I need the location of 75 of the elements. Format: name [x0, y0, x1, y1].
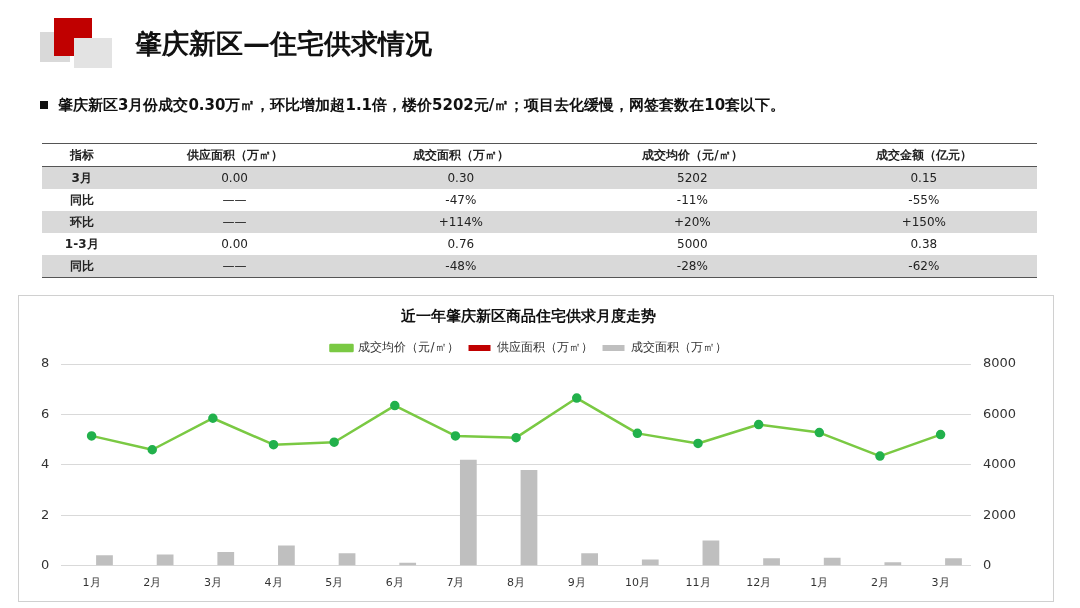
bar [156, 554, 174, 566]
text: —— [222, 259, 247, 273]
x-tick-label: 2月 [870, 576, 889, 590]
x-tick-label: 1月 [810, 576, 829, 590]
x-tick-label: 2月 [143, 576, 162, 590]
text: 5000 [677, 237, 708, 251]
x-tick-label: 7月 [446, 576, 465, 590]
text: 同比 [69, 192, 94, 207]
bar [823, 557, 841, 566]
text: 3月 [71, 170, 92, 185]
x-tick-label: 9月 [567, 576, 586, 590]
text: +114% [438, 215, 484, 229]
text: 同比 [69, 258, 94, 273]
text: -11% [676, 193, 708, 207]
category-label: 供应面积（万㎡） [121, 143, 348, 167]
text: 1-3月 [64, 236, 99, 251]
text: —— [222, 215, 247, 229]
category-label: 成交均价（元/㎡） [574, 143, 811, 167]
legend-label: 成交均价（元/㎡） [358, 340, 459, 355]
bar [96, 555, 113, 566]
text: -62% [908, 259, 940, 273]
text: -47% [445, 193, 477, 207]
x-tick-label: 6月 [385, 576, 404, 590]
text: -28% [676, 259, 708, 273]
chart-title: 近一年肇庆新区商品住宅供求月度走势 [400, 306, 656, 325]
y-tick-label: 4 [40, 456, 50, 472]
text: 5202 [677, 171, 708, 185]
text: -55% [908, 193, 940, 207]
x-tick-label: 3月 [203, 576, 222, 590]
text: 0.00 [221, 237, 248, 251]
bar [278, 545, 295, 566]
x-tick-label: 8月 [507, 576, 526, 590]
category-label: 成交金额（亿元） [810, 143, 1037, 167]
text: 肇庆新区3月份成交0.30万㎡，环比增加超1.1倍，楼价5202元/㎡；项目去化缓慢，网签套数在10套以下。 [58, 96, 786, 115]
bar [217, 551, 235, 566]
y2-tick-label: 8000 [982, 355, 1017, 371]
y-tick-label: 6 [40, 405, 50, 421]
y2-tick-label: 4000 [982, 456, 1017, 472]
x-tick-label: 5月 [325, 576, 344, 590]
bar [520, 469, 538, 566]
text: 环比 [69, 214, 94, 229]
text: 0.15 [910, 171, 938, 185]
legend-label: 成交面积（万㎡） [630, 340, 727, 355]
bar [763, 558, 780, 566]
y2-tick-label: 2000 [982, 506, 1017, 522]
bar [945, 558, 962, 566]
y-tick-label: 2 [40, 506, 50, 522]
y-tick-label: 0 [40, 557, 50, 573]
text: 肇庆新区—住宅供求情况 [135, 27, 432, 61]
text: —— [222, 193, 247, 207]
bar [459, 459, 477, 566]
text: 0.30 [447, 171, 475, 185]
bar [884, 562, 902, 566]
text: 0.76 [447, 237, 475, 251]
x-tick-label: 11月 [685, 576, 711, 590]
bar [581, 553, 598, 566]
bar [702, 540, 720, 566]
x-tick-label: 10月 [624, 576, 650, 590]
y2-tick-label: 6000 [982, 405, 1017, 421]
x-tick-label: 3月 [931, 576, 950, 590]
text: 0.38 [910, 237, 938, 251]
bar [641, 559, 659, 566]
y2-tick-label: 0 [982, 557, 992, 573]
category-label: 指标 [42, 143, 122, 167]
text: 0.00 [221, 171, 248, 185]
text: -48% [445, 259, 477, 273]
x-tick-label: 1月 [82, 576, 101, 590]
text: +150% [901, 215, 947, 229]
text: +20% [673, 215, 711, 229]
legend-label: 供应面积（万㎡） [496, 340, 593, 355]
y-tick-label: 8 [40, 355, 50, 371]
category-label: 成交面积（万㎡） [347, 143, 574, 167]
x-tick-label: 12月 [746, 576, 772, 590]
x-tick-label: 4月 [264, 576, 283, 590]
bar [338, 553, 356, 566]
